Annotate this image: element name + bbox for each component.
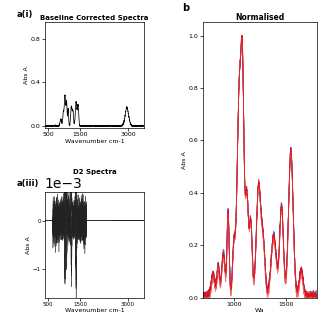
Y-axis label: Abs A: Abs A bbox=[24, 67, 29, 84]
X-axis label: Wa: Wa bbox=[255, 308, 265, 313]
Title: Baseline Corrected Spectra: Baseline Corrected Spectra bbox=[40, 15, 148, 20]
Text: a(iii): a(iii) bbox=[17, 179, 39, 188]
Y-axis label: Abs A: Abs A bbox=[26, 236, 31, 253]
Y-axis label: Abs A: Abs A bbox=[182, 151, 187, 169]
X-axis label: Wavenumber cm-1: Wavenumber cm-1 bbox=[65, 308, 124, 313]
Text: a(i): a(i) bbox=[17, 10, 33, 19]
Text: b: b bbox=[182, 3, 189, 13]
Title: D2 Spectra: D2 Spectra bbox=[73, 169, 116, 175]
X-axis label: Wavenumber cm-1: Wavenumber cm-1 bbox=[65, 139, 124, 144]
Title: Normalised: Normalised bbox=[235, 12, 284, 22]
